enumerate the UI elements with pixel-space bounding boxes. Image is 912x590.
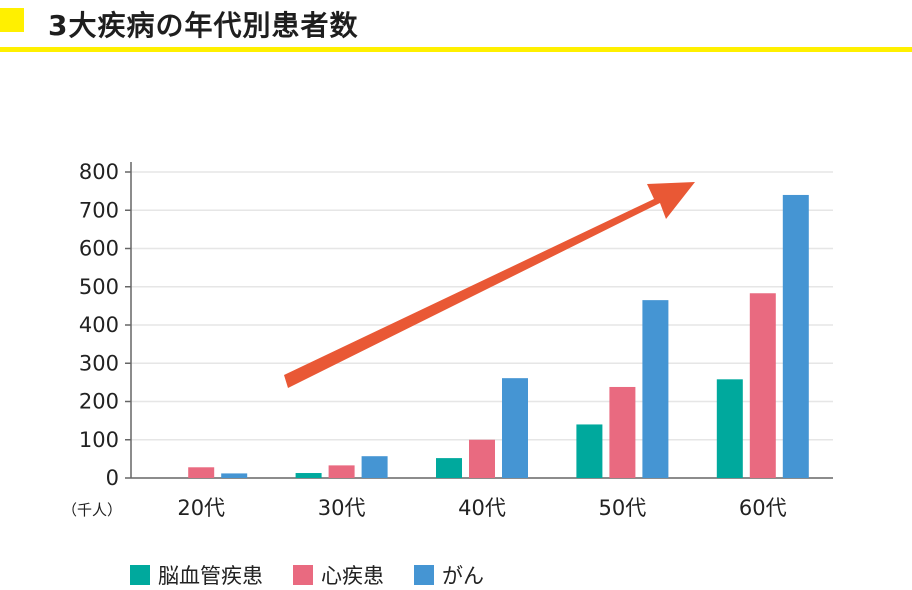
y-tick-label: 0 [106,466,119,490]
bar-heart-disease [469,439,495,478]
x-category-label: 40代 [458,496,506,520]
x-category-label: 50代 [599,496,647,520]
legend-label-cerebrovascular: 脳血管疾患 [158,564,263,588]
legend-item-heart-disease: 心疾患 [293,560,384,590]
title-marker [0,8,24,32]
page-title: 3大疾病の年代別患者数 [48,9,359,42]
legend-swatch-cancer [414,565,434,585]
y-tick-label: 100 [79,428,119,452]
x-category-label: 20代 [177,496,225,520]
y-tick-label: 600 [79,237,119,261]
bar-heart-disease [609,386,636,478]
legend-item-cancer: がん [414,560,484,590]
title-underline [0,47,912,52]
x-category-label: 60代 [739,496,787,520]
bar-heart-disease [188,467,215,478]
y-tick-label: 700 [79,198,119,222]
y-tick-label: 500 [79,275,119,299]
bar-cerebrovascular [436,458,462,478]
legend-label-heart-disease: 心疾患 [321,564,384,588]
y-tick-label: 400 [79,313,119,337]
legend-item-cerebrovascular: 脳血管疾患 [130,560,263,590]
y-tick-label: 800 [79,160,119,184]
bar-cancer [361,456,388,478]
x-category-label: 30代 [318,496,366,520]
bar-heart-disease [749,293,776,478]
y-unit-label: （千人） [62,501,122,519]
bar-cancer [221,473,248,478]
y-tick-label: 300 [79,351,119,375]
trend-arrow [284,182,695,388]
chart-legend: 脳血管疾患 心疾患 がん [130,560,484,590]
legend-label-cancer: がん [442,564,484,588]
legend-swatch-heart-disease [293,565,313,585]
bar-cerebrovascular [295,473,322,478]
bar-heart-disease [328,465,355,478]
bar-cerebrovascular [576,424,603,478]
y-tick-label: 200 [79,390,119,414]
bar-cancer [642,300,669,478]
bar-cancer [502,378,528,478]
bar-cancer [782,194,809,478]
legend-swatch-cerebrovascular [130,565,150,585]
bar-cerebrovascular [716,379,743,478]
